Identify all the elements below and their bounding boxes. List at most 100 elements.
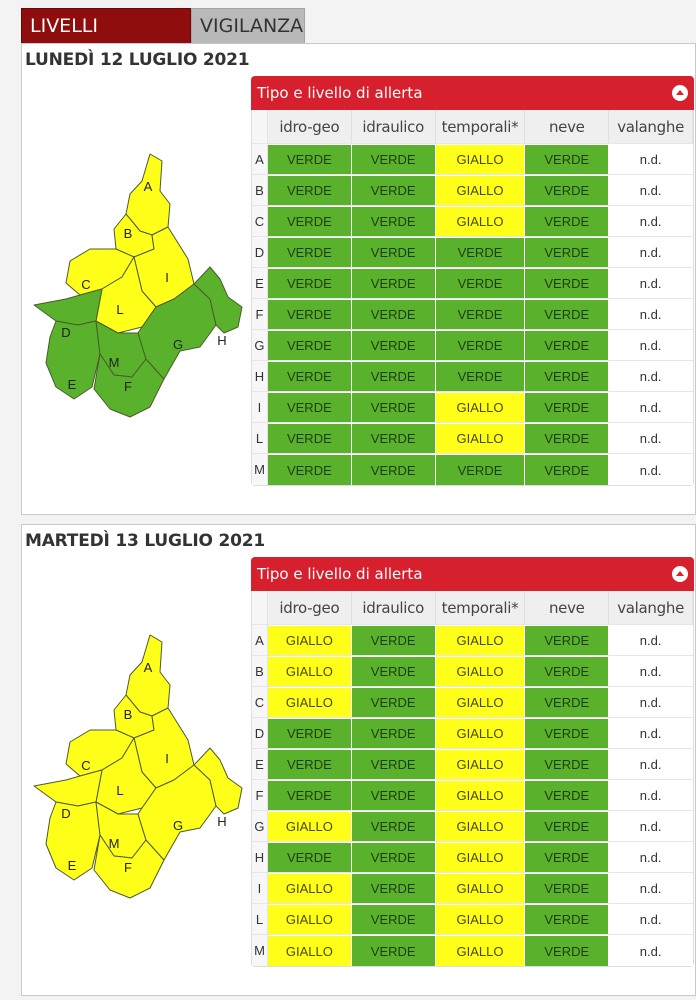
alert-cell: VERDE bbox=[351, 780, 436, 810]
alert-cell: VERDE bbox=[351, 749, 436, 779]
alert-cell: GIALLO bbox=[435, 206, 526, 236]
column-header: neve bbox=[525, 591, 610, 624]
map-zone-label: E bbox=[68, 858, 77, 873]
alert-cell: VERDE bbox=[267, 780, 352, 810]
alert-cell: VERDE bbox=[351, 175, 436, 205]
alert-cell: n.d. bbox=[609, 625, 694, 655]
map-zone-d bbox=[33, 769, 103, 807]
alert-cell: VERDE bbox=[351, 935, 436, 966]
collapse-icon[interactable] bbox=[672, 566, 688, 582]
map-zone-label: C bbox=[81, 277, 90, 292]
alert-cell: VERDE bbox=[351, 904, 436, 934]
zone-label: I bbox=[252, 392, 268, 422]
alert-cell: n.d. bbox=[609, 842, 694, 872]
alert-cell: n.d. bbox=[609, 718, 694, 748]
table-row: C GIALLO VERDE GIALLO VERDE n.d. bbox=[252, 687, 694, 718]
column-header: idro-geo bbox=[267, 110, 352, 143]
alert-cell: VERDE bbox=[267, 206, 352, 236]
map-zone-label: F bbox=[124, 379, 132, 394]
table-row: C VERDE VERDE GIALLO VERDE n.d. bbox=[252, 206, 694, 237]
alert-cell: GIALLO bbox=[435, 175, 526, 205]
alert-cell: VERDE bbox=[525, 454, 610, 485]
alert-cell: VERDE bbox=[525, 330, 610, 360]
map-zone-label: M bbox=[109, 355, 120, 370]
alert-cell: VERDE bbox=[525, 687, 610, 717]
alert-cell: VERDE bbox=[351, 656, 436, 686]
corner-cell bbox=[252, 110, 268, 143]
alert-cell: n.d. bbox=[609, 268, 694, 298]
alert-cell: VERDE bbox=[267, 749, 352, 779]
alert-cell: GIALLO bbox=[435, 625, 526, 655]
table-row: H VERDE VERDE VERDE VERDE n.d. bbox=[252, 361, 694, 392]
alert-cell: VERDE bbox=[267, 718, 352, 748]
zone-label: H bbox=[252, 361, 268, 391]
map-zone-e bbox=[45, 801, 101, 881]
table-row: G VERDE VERDE VERDE VERDE n.d. bbox=[252, 330, 694, 361]
alert-cell: VERDE bbox=[267, 423, 352, 453]
alert-cell: VERDE bbox=[351, 687, 436, 717]
alert-table: Tipo e livello di allerta idro-geo idraul… bbox=[251, 76, 694, 486]
alert-cell: n.d. bbox=[609, 237, 694, 267]
map-zone-g bbox=[137, 283, 217, 380]
alert-cell: VERDE bbox=[525, 749, 610, 779]
tab-livelli-allerta[interactable]: LIVELLI ALLERTA bbox=[21, 8, 191, 72]
map-zone-label: G bbox=[173, 818, 183, 833]
zone-label: A bbox=[252, 144, 268, 174]
alert-cell: VERDE bbox=[267, 299, 352, 329]
alert-cell: VERDE bbox=[267, 237, 352, 267]
zone-label: H bbox=[252, 842, 268, 872]
alert-cell: n.d. bbox=[609, 175, 694, 205]
alert-cell: VERDE bbox=[351, 625, 436, 655]
table-row: I GIALLO VERDE GIALLO VERDE n.d. bbox=[252, 873, 694, 904]
alert-cell: VERDE bbox=[525, 423, 610, 453]
map-zone-label: C bbox=[81, 758, 90, 773]
zone-label: C bbox=[252, 687, 268, 717]
alert-cell: GIALLO bbox=[267, 904, 352, 934]
collapse-icon[interactable] bbox=[672, 85, 688, 101]
table-row: H VERDE VERDE GIALLO VERDE n.d. bbox=[252, 842, 694, 873]
alert-cell: VERDE bbox=[267, 144, 352, 174]
zone-label: E bbox=[252, 268, 268, 298]
alert-cell: VERDE bbox=[351, 299, 436, 329]
map-zone-label: B bbox=[124, 226, 133, 241]
zone-label: F bbox=[252, 780, 268, 810]
alert-cell: GIALLO bbox=[435, 749, 526, 779]
alert-cell: n.d. bbox=[609, 299, 694, 329]
table-row: D VERDE VERDE GIALLO VERDE n.d. bbox=[252, 718, 694, 749]
alert-table: Tipo e livello di allerta idro-geo idraul… bbox=[251, 557, 694, 967]
alert-cell: n.d. bbox=[609, 423, 694, 453]
table-grid: idro-geo idraulico temporali* neve valanghe A… bbox=[251, 591, 694, 967]
alert-cell: VERDE bbox=[525, 361, 610, 391]
table-row: M VERDE VERDE VERDE VERDE n.d. bbox=[252, 454, 694, 485]
map-zone-label: H bbox=[217, 814, 226, 829]
zone-label: G bbox=[252, 330, 268, 360]
column-header: idro-geo bbox=[267, 591, 352, 624]
alert-cell: VERDE bbox=[351, 873, 436, 903]
map-zone-label: B bbox=[124, 707, 133, 722]
alert-cell: VERDE bbox=[351, 392, 436, 422]
alert-cell: VERDE bbox=[525, 904, 610, 934]
map-zone-f bbox=[93, 353, 165, 418]
map-zone-label: I bbox=[165, 751, 169, 766]
alert-cell: VERDE bbox=[525, 718, 610, 748]
alert-cell: VERDE bbox=[525, 144, 610, 174]
alert-cell: n.d. bbox=[609, 656, 694, 686]
alert-cell: VERDE bbox=[267, 330, 352, 360]
table-row: B GIALLO VERDE GIALLO VERDE n.d. bbox=[252, 656, 694, 687]
alert-cell: VERDE bbox=[351, 811, 436, 841]
alert-cell: n.d. bbox=[609, 392, 694, 422]
table-row: A GIALLO VERDE GIALLO VERDE n.d. bbox=[252, 625, 694, 656]
map-zone-g bbox=[137, 764, 217, 861]
map-zone-h bbox=[193, 266, 243, 334]
tab-vigilanza[interactable]: VIGILANZA bbox=[191, 8, 305, 45]
alert-cell: GIALLO bbox=[435, 873, 526, 903]
alert-cell: n.d. bbox=[609, 330, 694, 360]
alert-cell: n.d. bbox=[609, 144, 694, 174]
alert-cell: VERDE bbox=[435, 454, 526, 485]
table-grid: idro-geo idraulico temporali* neve valanghe A… bbox=[251, 110, 694, 486]
alert-cell: GIALLO bbox=[267, 625, 352, 655]
alert-cell: VERDE bbox=[435, 299, 526, 329]
map-zone-e bbox=[45, 320, 101, 400]
alert-cell: VERDE bbox=[351, 237, 436, 267]
alert-cell: VERDE bbox=[351, 144, 436, 174]
